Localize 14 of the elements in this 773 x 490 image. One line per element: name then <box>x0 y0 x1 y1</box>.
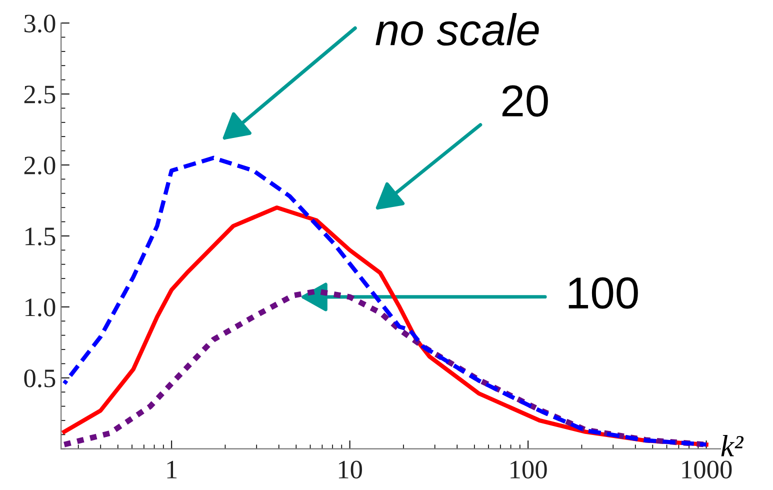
y-tick-label: 2.5 <box>24 86 56 104</box>
y-tick-label: 1.5 <box>26 228 56 246</box>
y-tick-label: 3.0 <box>24 14 56 33</box>
x-tick-label: 100 <box>510 460 547 479</box>
x-tick-label: 1 <box>167 460 177 478</box>
annotation: 20 <box>502 85 548 117</box>
x-tick-label: 10 <box>338 460 362 479</box>
x-tick-label: 1000 <box>682 460 732 479</box>
annotation: no scale <box>376 12 539 46</box>
y-tick-label: 2.0 <box>24 156 56 174</box>
y-tick-label: 0.5 <box>24 369 56 388</box>
y-tick-label: 1.0 <box>26 298 56 316</box>
annotation: 100 <box>568 277 638 309</box>
x-axis-title: k² <box>721 434 744 456</box>
